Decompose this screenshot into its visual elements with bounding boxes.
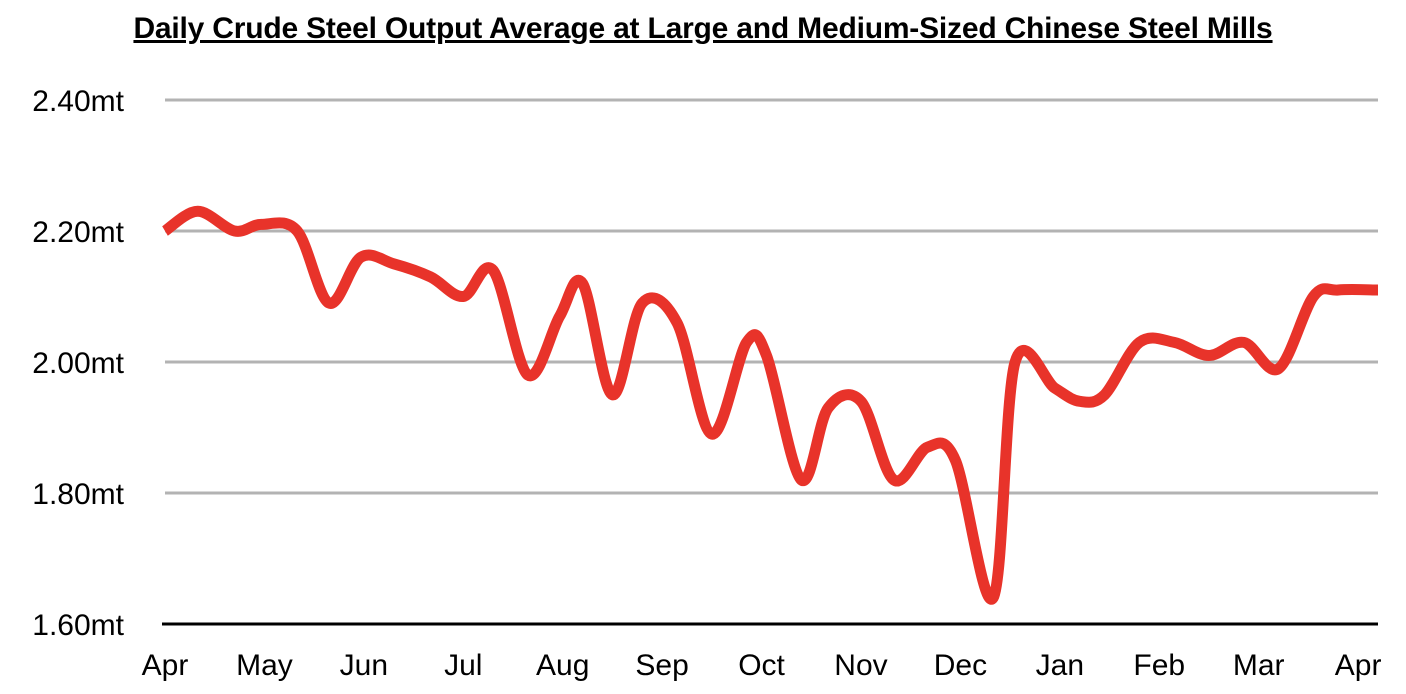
x-tick-label: Jul xyxy=(444,649,482,682)
series-line xyxy=(161,205,1379,605)
x-tick-label: Mar xyxy=(1233,649,1285,682)
y-tick-label: 2.00mt xyxy=(32,347,124,380)
x-tick-label: Sep xyxy=(635,649,688,682)
x-tick-label: May xyxy=(236,649,293,682)
x-tick-label: Aug xyxy=(536,649,589,682)
x-tick-label: Nov xyxy=(834,649,887,682)
chart-title: Daily Crude Steel Output Average at Larg… xyxy=(133,12,1273,45)
gridlines xyxy=(165,98,1378,495)
x-tick-label: Apr xyxy=(1335,649,1382,682)
x-axis-tick-labels: Apr May Jun Jul Aug Sep Oct Nov Dec Jan Feb Mar Apr xyxy=(142,649,1382,682)
x-tick-label: Dec xyxy=(934,649,987,682)
x-tick-label: Apr xyxy=(142,649,189,682)
x-tick-label: Jan xyxy=(1036,649,1084,682)
y-tick-label: 2.20mt xyxy=(32,216,124,249)
x-tick-label: Feb xyxy=(1133,649,1185,682)
y-tick-label: 2.40mt xyxy=(32,85,124,118)
y-axis-tick-labels: 1.60mt 1.80mt 2.00mt 2.20mt 2.40mt xyxy=(32,85,124,642)
y-tick-label: 1.60mt xyxy=(32,609,124,642)
x-tick-label: Oct xyxy=(738,649,785,682)
x-tick-label: Jun xyxy=(340,649,388,682)
y-tick-label: 1.80mt xyxy=(32,478,124,511)
data-series xyxy=(161,205,1379,605)
